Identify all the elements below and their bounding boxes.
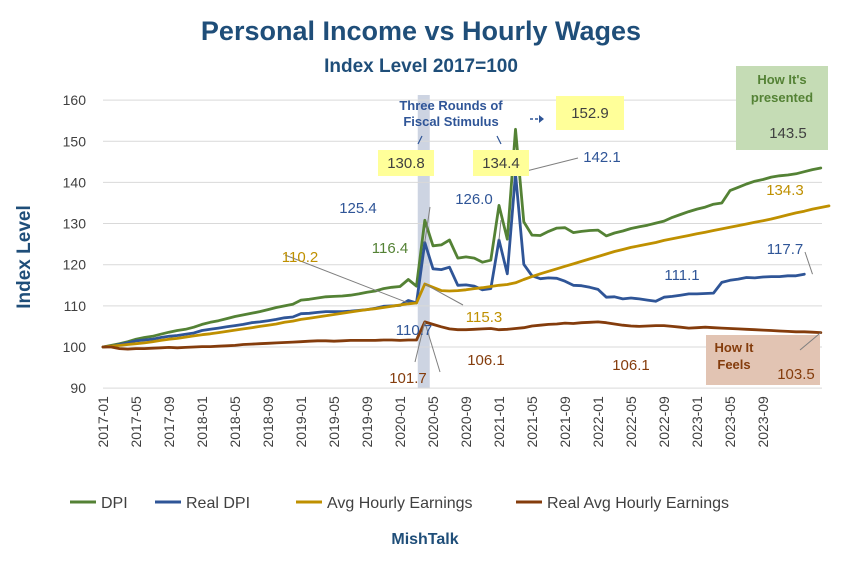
data-label: 126.0 [455, 191, 493, 208]
data-label: 111.1 [664, 267, 699, 284]
x-tick-label: 2020-09 [458, 396, 474, 448]
x-tick-label: 2017-05 [128, 396, 144, 448]
x-tick-label: 2022-01 [590, 396, 606, 448]
data-label: 110.7 [396, 322, 432, 339]
annotation-leader [804, 251, 813, 275]
annotation-leader [498, 219, 502, 241]
presented-label: presented [751, 90, 813, 105]
source-label: MishTalk [391, 531, 458, 548]
x-tick-label: 2019-01 [293, 396, 309, 448]
annotation-highlight [473, 150, 529, 176]
annotation-highlight [378, 150, 434, 176]
series-line [101, 204, 831, 349]
y-tick-label: 130 [63, 216, 87, 232]
legend-label: Real Avg Hourly Earnings [547, 495, 729, 512]
data-annotations: 130.8 134.4 152.9 125.4 126.0 142.1 116.4 110.2… [282, 72, 815, 387]
x-tick-label: 2022-05 [623, 396, 639, 448]
series-line [101, 172, 806, 349]
y-tick-label: 90 [70, 380, 86, 396]
stimulus-arrow [417, 135, 502, 145]
annotation-leaders [284, 115, 822, 373]
stimulus-arrow-head [539, 115, 544, 123]
y-tick-label: 100 [63, 339, 87, 355]
y-axis-label: Index Level [14, 205, 35, 309]
x-tick-label: 2018-05 [227, 396, 243, 448]
legend-label: Real DPI [186, 495, 250, 512]
x-tick-label: 2021-01 [491, 396, 507, 448]
x-tick-label: 2021-09 [557, 396, 573, 448]
data-label: 101.7 [389, 370, 427, 387]
data-label: 134.4 [482, 155, 520, 172]
stimulus-label: Fiscal Stimulus [403, 114, 498, 129]
x-tick-label: 2021-05 [524, 396, 540, 448]
data-label: 117.7 [767, 241, 803, 258]
data-label: 152.9 [571, 105, 609, 122]
x-tick-label: 2022-09 [656, 396, 672, 448]
data-label: 106.1 [467, 352, 505, 369]
x-tick-label: 2023-05 [722, 396, 738, 448]
x-tick-labels: 2017-01 2017-05 2017-09 2018-01 2018-05 2018-… [95, 396, 771, 448]
annotation-leader [414, 321, 426, 363]
x-tick-label: 2019-09 [359, 396, 375, 448]
x-tick-label: 2023-01 [689, 396, 705, 448]
chart-title: Personal Income vs Hourly Wages [201, 16, 641, 46]
annotation-leader [284, 254, 409, 304]
x-tick-label: 2020-01 [392, 396, 408, 448]
x-tick-label: 2020-05 [425, 396, 441, 448]
y-tick-label: 110 [64, 298, 87, 314]
x-tick-label: 2023-09 [755, 396, 771, 448]
x-tick-label: 2018-01 [194, 396, 210, 448]
annotation-leader [424, 206, 431, 243]
data-label: 130.8 [387, 155, 425, 172]
chart-subtitle: Index Level 2017=100 [324, 56, 518, 77]
data-label: 106.1 [612, 357, 650, 374]
annotation-leader [424, 321, 441, 373]
feels-label: Feels [717, 357, 750, 372]
data-label: 143.5 [769, 125, 807, 142]
data-label: 125.4 [339, 200, 377, 217]
legend-label: DPI [101, 495, 128, 512]
annotation-highlight [556, 96, 624, 130]
presented-label: How It's [757, 72, 806, 87]
gridlines [103, 99, 822, 389]
series-lines [101, 127, 831, 351]
data-label: 103.5 [777, 366, 815, 383]
annotation-leader [424, 283, 464, 306]
y-tick-label: 160 [63, 92, 87, 108]
feels-box [706, 335, 820, 385]
x-tick-label: 2017-09 [161, 396, 177, 448]
presented-box [736, 66, 828, 150]
x-tick-label: 2018-09 [260, 396, 276, 448]
data-label: 134.3 [766, 182, 804, 199]
annotation-leader [799, 332, 822, 351]
legend: DPI Real DPI Avg Hourly Earnings Real Avg H… [70, 495, 729, 512]
y-tick-label: 140 [63, 174, 87, 190]
x-tick-label: 2017-01 [95, 396, 111, 448]
stimulus-label: Three Rounds of [399, 98, 503, 113]
x-tick-label: 2019-05 [326, 396, 342, 448]
y-tick-labels: 90 100 110 120 130 140 150 160 [63, 92, 87, 396]
data-label: 142.1 [583, 149, 621, 166]
y-tick-label: 120 [63, 257, 87, 273]
annotation-boxes [706, 66, 828, 385]
data-label: 110.2 [282, 249, 318, 266]
legend-label: Avg Hourly Earnings [327, 495, 473, 512]
data-label: 116.4 [372, 240, 408, 257]
series-line [101, 320, 823, 351]
feels-label: How It [715, 340, 755, 355]
series-line [101, 127, 823, 349]
data-label: 115.3 [466, 309, 502, 326]
y-tick-label: 150 [63, 133, 87, 149]
